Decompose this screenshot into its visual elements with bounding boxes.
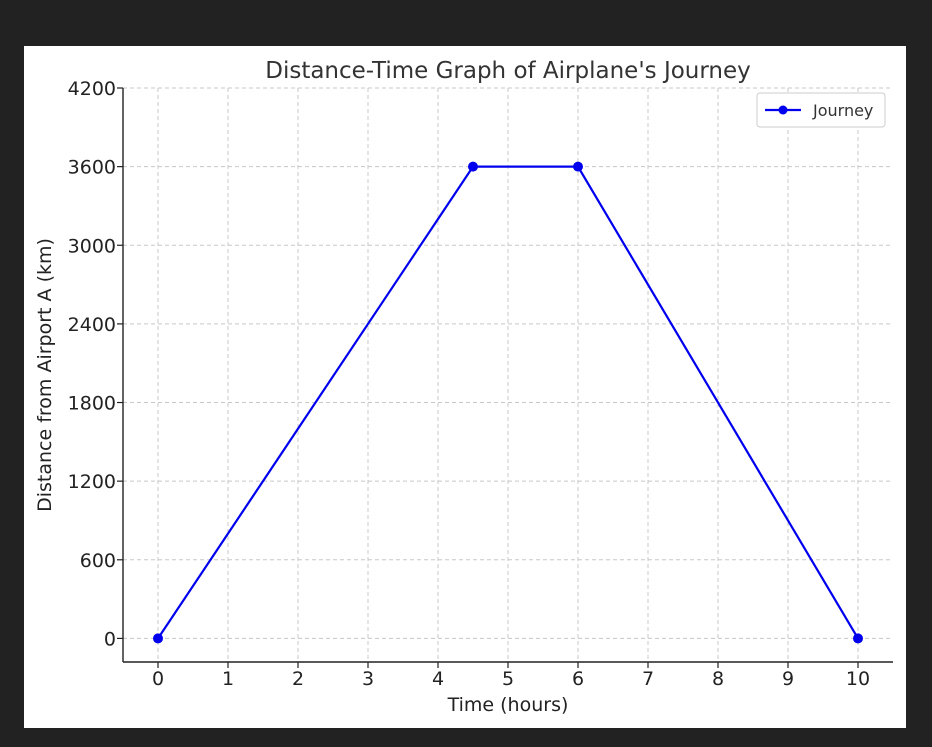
grid-layer — [123, 87, 893, 662]
x-tick-label-4: 4 — [432, 668, 444, 690]
x-axis-title: Time (hours) — [447, 694, 569, 716]
y-tick-label-3000: 3000 — [68, 235, 116, 257]
legend-marker — [778, 105, 788, 115]
x-tick-label-9: 9 — [782, 668, 794, 690]
y-tick-label-1800: 1800 — [68, 393, 116, 415]
y-tick-label-2400: 2400 — [68, 314, 116, 336]
x-tick-label-1: 1 — [222, 668, 234, 690]
legend: Journey — [756, 92, 886, 128]
x-tick-label-5: 5 — [502, 668, 514, 690]
series-line-0 — [157, 165, 859, 640]
data-point — [153, 633, 163, 644]
y-tick-label-3600: 3600 — [68, 157, 116, 179]
chart-canvas — [24, 46, 906, 728]
data-point — [573, 161, 583, 172]
data-point — [853, 633, 863, 644]
series-layer — [153, 161, 863, 644]
y-tick-label-1200: 1200 — [68, 471, 116, 493]
x-tick-label-7: 7 — [642, 668, 654, 690]
axis-ticks: 0 1 2 3 4 5 6 7 8 9 10 0 600 1200 1800 2400 3000 3600 4200 — [68, 78, 870, 690]
legend-box — [756, 92, 886, 128]
x-tick-label-2: 2 — [292, 668, 304, 690]
x-tick-label-6: 6 — [572, 668, 584, 690]
y-tick-label-4200: 4200 — [68, 78, 116, 100]
x-tick-label-3: 3 — [362, 668, 374, 690]
data-point — [468, 161, 478, 172]
chart-title: Distance-Time Graph of Airplane's Journe… — [265, 58, 751, 84]
legend-entry-journey: Journey — [812, 101, 873, 120]
y-tick-label-600: 600 — [80, 550, 116, 572]
y-tick-label-0: 0 — [104, 628, 116, 650]
x-tick-label-10: 10 — [846, 668, 870, 690]
y-axis-title: Distance from Airport A (km) — [34, 238, 56, 512]
x-tick-label-8: 8 — [712, 668, 724, 690]
x-tick-label-0: 0 — [152, 668, 164, 690]
